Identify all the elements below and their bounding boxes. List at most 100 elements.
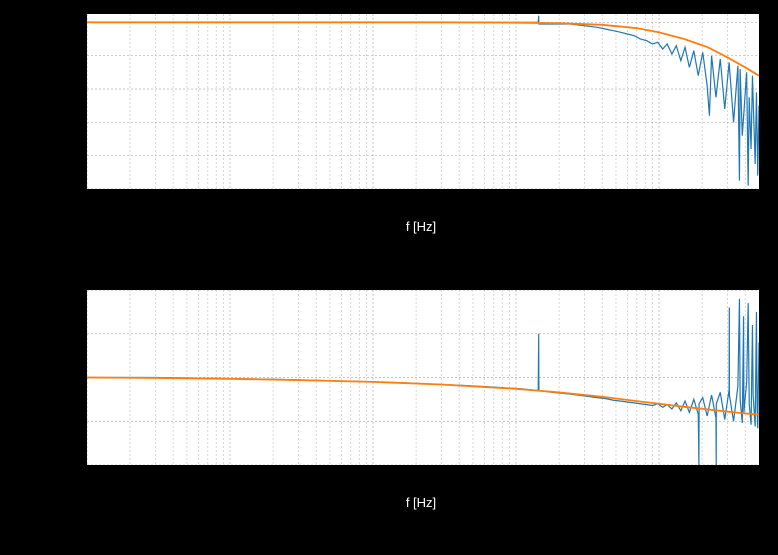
- x-minor-tick: [507, 189, 508, 192]
- x-minor-tick: [206, 465, 207, 468]
- x-tick: [657, 189, 658, 195]
- x-minor-tick: [725, 189, 726, 192]
- x-minor-tick: [457, 189, 458, 192]
- x-tick: [371, 465, 372, 471]
- x-minor-tick: [582, 465, 583, 468]
- y-tick: [759, 187, 765, 188]
- x-minor-tick: [314, 285, 315, 288]
- x-minor-tick: [271, 9, 272, 12]
- x-tick: [228, 282, 229, 288]
- x-minor-tick: [339, 9, 340, 12]
- x-minor-tick: [439, 189, 440, 192]
- x-minor-tick: [557, 465, 558, 468]
- series-data: [87, 299, 759, 465]
- x-minor-tick: [314, 9, 315, 12]
- x-minor-tick: [700, 465, 701, 468]
- x-minor-tick: [364, 285, 365, 288]
- y-tick: [79, 187, 85, 188]
- x-minor-tick: [339, 189, 340, 192]
- y-tick: [79, 54, 85, 55]
- y-tick: [79, 463, 85, 464]
- x-minor-tick: [364, 189, 365, 192]
- x-minor-tick: [128, 285, 129, 288]
- x-axis-label: f [Hz]: [85, 495, 757, 510]
- x-minor-tick: [214, 9, 215, 12]
- x-tick: [514, 6, 515, 12]
- x-tick: [371, 6, 372, 12]
- x-minor-tick: [221, 465, 222, 468]
- x-minor-tick: [635, 9, 636, 12]
- y-tick: [79, 332, 85, 333]
- x-minor-tick: [471, 285, 472, 288]
- x-minor-tick: [206, 9, 207, 12]
- x-minor-tick: [650, 189, 651, 192]
- x-minor-tick: [328, 465, 329, 468]
- x-minor-tick: [507, 465, 508, 468]
- x-minor-tick: [557, 189, 558, 192]
- x-minor-tick: [364, 465, 365, 468]
- x-minor-tick: [153, 189, 154, 192]
- y-tick: [79, 87, 85, 88]
- x-tick: [514, 465, 515, 471]
- x-minor-tick: [482, 189, 483, 192]
- x-minor-tick: [643, 285, 644, 288]
- x-minor-tick: [171, 465, 172, 468]
- x-minor-tick: [582, 189, 583, 192]
- y-tick: [79, 20, 85, 21]
- x-minor-tick: [700, 285, 701, 288]
- x-minor-tick: [492, 465, 493, 468]
- x-tick: [85, 6, 86, 12]
- x-minor-tick: [153, 285, 154, 288]
- x-minor-tick: [296, 9, 297, 12]
- x-tick: [371, 282, 372, 288]
- x-minor-tick: [471, 189, 472, 192]
- x-minor-tick: [221, 9, 222, 12]
- y-tick: [79, 419, 85, 420]
- x-tick: [514, 282, 515, 288]
- x-tick: [85, 465, 86, 471]
- x-minor-tick: [482, 9, 483, 12]
- x-minor-tick: [625, 465, 626, 468]
- x-minor-tick: [625, 189, 626, 192]
- x-minor-tick: [153, 9, 154, 12]
- x-minor-tick: [471, 465, 472, 468]
- x-minor-tick: [349, 465, 350, 468]
- x-tick: [657, 282, 658, 288]
- y-tick: [759, 332, 765, 333]
- x-tick: [85, 189, 86, 195]
- x-minor-tick: [196, 465, 197, 468]
- y-tick: [79, 288, 85, 289]
- x-minor-tick: [625, 285, 626, 288]
- x-tick: [228, 465, 229, 471]
- chart-panel-bottom: [85, 288, 761, 467]
- x-minor-tick: [625, 9, 626, 12]
- x-axis-label: f [Hz]: [85, 219, 757, 234]
- y-tick: [759, 288, 765, 289]
- x-minor-tick: [600, 465, 601, 468]
- x-minor-tick: [743, 189, 744, 192]
- x-minor-tick: [414, 285, 415, 288]
- x-minor-tick: [171, 285, 172, 288]
- x-minor-tick: [492, 189, 493, 192]
- x-minor-tick: [296, 189, 297, 192]
- x-minor-tick: [414, 9, 415, 12]
- x-minor-tick: [339, 465, 340, 468]
- x-minor-tick: [128, 9, 129, 12]
- x-minor-tick: [471, 9, 472, 12]
- x-minor-tick: [700, 189, 701, 192]
- x-minor-tick: [206, 285, 207, 288]
- x-minor-tick: [600, 285, 601, 288]
- x-minor-tick: [185, 465, 186, 468]
- x-minor-tick: [482, 285, 483, 288]
- x-minor-tick: [700, 9, 701, 12]
- x-minor-tick: [650, 465, 651, 468]
- x-minor-tick: [439, 285, 440, 288]
- y-tick: [759, 419, 765, 420]
- x-minor-tick: [643, 465, 644, 468]
- y-tick: [759, 20, 765, 21]
- x-tick: [657, 465, 658, 471]
- x-minor-tick: [328, 9, 329, 12]
- x-minor-tick: [196, 9, 197, 12]
- x-minor-tick: [635, 465, 636, 468]
- y-tick: [759, 120, 765, 121]
